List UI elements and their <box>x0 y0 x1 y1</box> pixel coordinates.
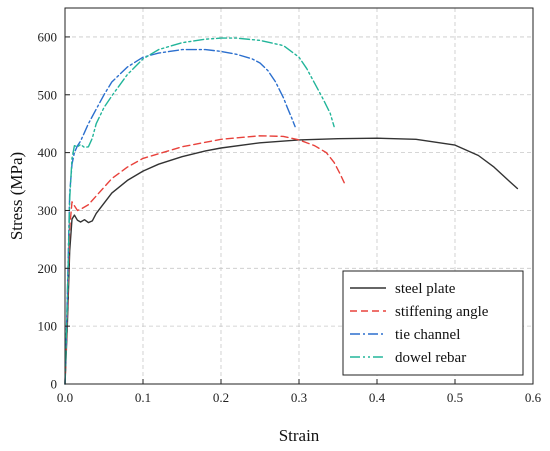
y-axis-title: Stress (MPa) <box>7 152 26 240</box>
y-tick-label: 400 <box>38 145 58 160</box>
axis-ticks: 0.0 0.1 0.2 0.3 0.4 0.5 0.6 0 100 200 300 400 500 600 <box>38 29 542 405</box>
y-tick-label: 200 <box>38 261 58 276</box>
x-tick-label: 0.3 <box>291 390 307 405</box>
x-tick-label: 0.6 <box>525 390 542 405</box>
y-tick-label: 100 <box>38 319 58 334</box>
y-tick-label: 500 <box>38 87 58 102</box>
grid <box>65 8 533 384</box>
x-tick-label: 0.5 <box>447 390 463 405</box>
legend-label-steel-plate: steel plate <box>395 281 456 297</box>
x-tick-label: 0.0 <box>57 390 73 405</box>
x-axis-title: Strain <box>279 426 320 445</box>
x-tick-label: 0.2 <box>213 390 229 405</box>
series-line-stiffening-angle <box>64 135 345 385</box>
x-tick-label: 0.4 <box>369 390 386 405</box>
series-lines <box>64 37 519 385</box>
series-line-dowel-rebar <box>64 37 335 385</box>
legend-label-stiffening-angle: stiffening angle <box>395 304 489 320</box>
y-tick-label: 0 <box>51 377 58 392</box>
series-line-steel-plate <box>64 137 519 385</box>
legend-label-tie-channel: tie channel <box>395 327 460 343</box>
x-tick-label: 0.1 <box>135 390 151 405</box>
y-tick-label: 600 <box>38 29 58 44</box>
legend: steel plate stiffening angle tie channel… <box>342 270 524 376</box>
y-tick-label: 300 <box>38 203 58 218</box>
legend-label-dowel-rebar: dowel rebar <box>395 350 466 366</box>
series-line-tie-channel <box>64 48 296 385</box>
